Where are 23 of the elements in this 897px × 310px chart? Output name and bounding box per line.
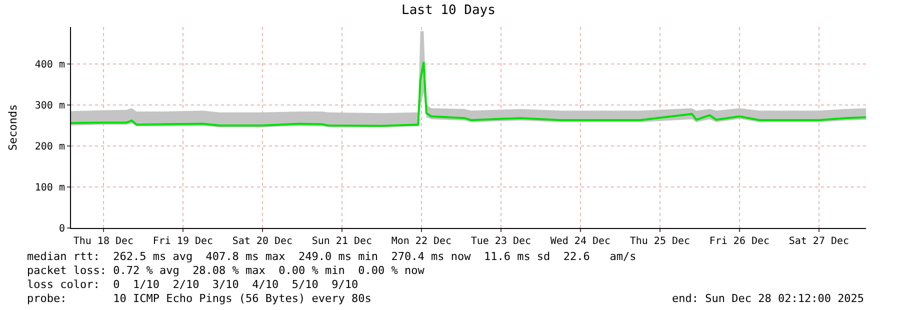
x-tick-label: Tue 23 Dec bbox=[470, 236, 532, 247]
x-tick-label: Thu 18 Dec bbox=[73, 236, 134, 247]
text: median rtt: 262.5 ms avg 407.8 ms max 249.0 ms min 270.4 ms now 11.6 ms sd 22.6 am/s bbox=[27, 250, 636, 263]
text: loss color: 0 1/10 2/10 3/10 4/10 5/10 9/10 bbox=[27, 278, 358, 291]
x-tick-label: Sat 20 Dec bbox=[232, 236, 293, 247]
x-tick-label: Sun 21 Dec bbox=[312, 236, 372, 247]
line-series bbox=[71, 60, 866, 127]
x-tick-label: Thu 25 Dec bbox=[630, 236, 690, 247]
y-tick-label: 100 m bbox=[34, 182, 65, 194]
text: probe: 10 ICMP Echo Pings (56 Bytes) every 80s bbox=[27, 292, 372, 305]
y-axis-title: Seconds bbox=[6, 104, 20, 151]
y-tick-label: 0 bbox=[58, 224, 65, 234]
y-tick-label: 400 m bbox=[34, 59, 65, 70]
text: end: Sun Dec 28 02:12:00 2025 bbox=[672, 292, 864, 305]
y-tick-label: 300 m bbox=[34, 100, 65, 112]
y-tick-label: 200 m bbox=[34, 141, 65, 152]
text: packet loss: 0.72 % avg 28.08 % max 0.00 % min 0.00 % now bbox=[27, 264, 425, 277]
x-tick-label: Mon 22 Dec bbox=[391, 236, 452, 247]
x-tick-label: Fri 26 Dec bbox=[709, 236, 770, 247]
chart-title: Last 10 Days bbox=[402, 2, 496, 18]
x-tick-label: Fri 19 Dec bbox=[152, 236, 214, 247]
x-tick-label: Wed 24 Dec bbox=[550, 236, 611, 247]
x-tick-label: Sat 27 Dec bbox=[788, 236, 850, 247]
